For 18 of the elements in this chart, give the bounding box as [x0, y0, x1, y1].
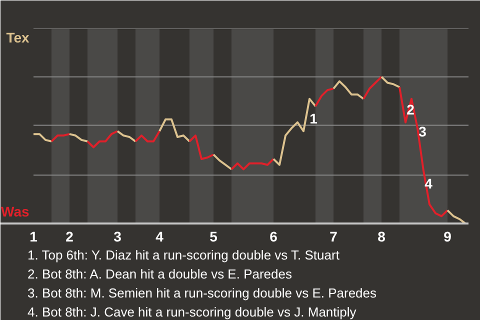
- x-tick-label: 1: [30, 228, 38, 244]
- x-tick-label: 7: [330, 228, 338, 244]
- x-tick-label: 5: [210, 228, 218, 244]
- text: 2. Bot 8th: A. Dean hit a double vs E. Paredes: [28, 266, 292, 282]
- annotation: 1: [310, 110, 318, 126]
- annotation: 3: [418, 124, 427, 140]
- text: Was: [1, 204, 30, 220]
- text: Tex: [6, 30, 30, 46]
- x-tick-label: 9: [444, 228, 452, 244]
- x-tick-label: 6: [270, 228, 278, 244]
- x-tick-label: 4: [156, 228, 164, 244]
- annotation: 2: [406, 102, 415, 118]
- x-tick-label: 3: [114, 228, 122, 244]
- x-tick-label: 8: [378, 228, 386, 244]
- x-tick-label: 2: [66, 228, 74, 244]
- text: 4. Bot 8th: J. Cave hit a run-scoring double vs J. Mantiply: [28, 304, 357, 320]
- text: 1. Top 6th: Y. Diaz hit a run-scoring double vs T. Stuart: [28, 248, 340, 262]
- text: 3. Bot 8th: M. Semien hit a run-scoring double vs E. Paredes: [28, 286, 378, 300]
